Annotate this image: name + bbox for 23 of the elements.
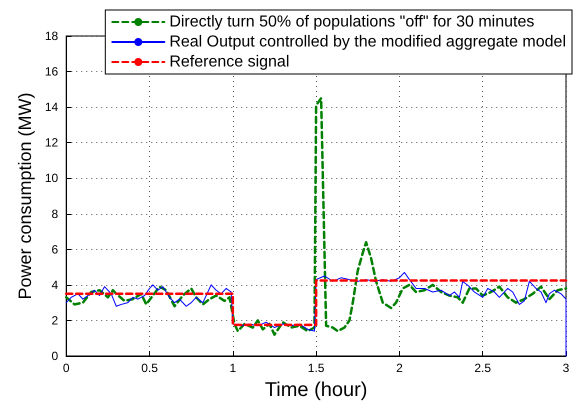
y-tick-label: 8 xyxy=(52,206,59,221)
legend-label: Directly turn 50% of populations "off" for 30 minutes xyxy=(169,14,534,30)
y-tick-label: 16 xyxy=(44,64,59,79)
x-tick-label: 3 xyxy=(562,361,570,375)
legend-label: Reference signal xyxy=(169,54,290,70)
x-tick-label: 0.5 xyxy=(141,361,158,375)
legend-label: Real Output controlled by the modified aggregate model xyxy=(169,34,566,50)
x-tick-label: 1.5 xyxy=(308,361,325,375)
y-tick-label: 4 xyxy=(52,278,59,292)
y-tick-label: 14 xyxy=(44,100,59,114)
y-tick-label: 18 xyxy=(44,29,59,43)
x-tick-label: 1 xyxy=(229,361,236,375)
x-tick-label: 2 xyxy=(396,361,404,375)
x-axis-title: Time (hour) xyxy=(264,379,368,401)
line-series xyxy=(65,96,568,336)
x-tick-label: 0 xyxy=(62,361,70,375)
y-tick-label: 0 xyxy=(52,349,59,363)
x-tick-label: 2.5 xyxy=(474,361,492,375)
y-axis-title: Power consumption (MW) xyxy=(15,92,35,300)
y-tick-label: 12 xyxy=(44,136,59,150)
y-tick-label: 10 xyxy=(44,171,59,186)
y-tick-label: 2 xyxy=(52,313,59,328)
y-tick-label: 6 xyxy=(52,242,59,256)
